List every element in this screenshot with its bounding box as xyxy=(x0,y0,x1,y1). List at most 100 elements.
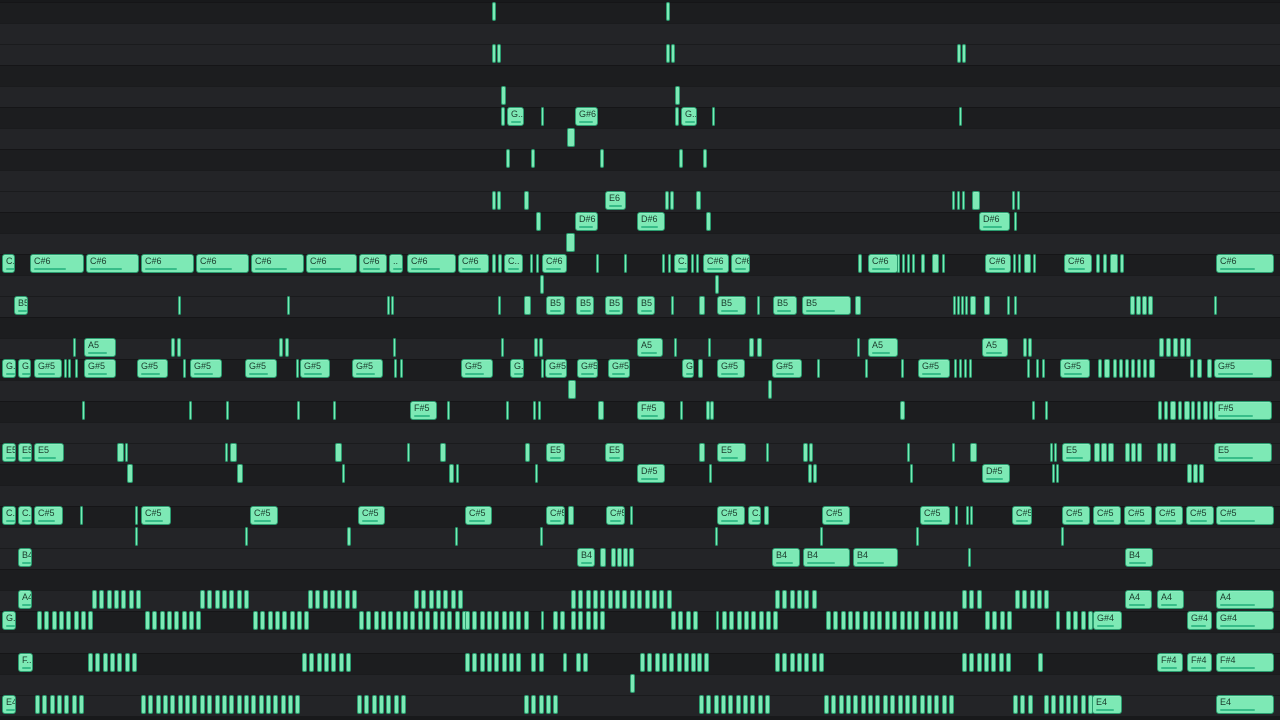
midi-note-G#5[interactable] xyxy=(698,359,703,378)
midi-note-G#4[interactable] xyxy=(586,611,591,630)
midi-note-F#4[interactable] xyxy=(804,653,809,672)
midi-note-G#5[interactable]: G.. xyxy=(2,359,16,378)
midi-note-A5[interactable]: A5 xyxy=(982,338,1008,357)
midi-note-C#5[interactable]: C#5 xyxy=(250,506,278,525)
midi-note-E5[interactable] xyxy=(1137,443,1142,462)
midi-note-F#4[interactable] xyxy=(583,653,588,672)
midi-note-C#6[interactable] xyxy=(902,254,905,273)
midi-note-A5[interactable] xyxy=(501,338,504,357)
midi-note-B5[interactable]: B5 xyxy=(773,296,797,315)
midi-note-E6[interactable] xyxy=(1017,191,1020,210)
midi-note-E5[interactable] xyxy=(1131,443,1136,462)
midi-note-E5[interactable] xyxy=(1108,443,1114,462)
midi-note-A5[interactable] xyxy=(1166,338,1171,357)
midi-note-C5[interactable] xyxy=(245,527,248,546)
midi-note-A4[interactable] xyxy=(443,590,448,609)
midi-note-E4[interactable] xyxy=(861,695,866,714)
midi-note-F#4[interactable] xyxy=(125,653,130,672)
midi-note-E4[interactable]: E4 xyxy=(1092,695,1122,714)
midi-note-A5[interactable] xyxy=(1159,338,1164,357)
midi-note-E4[interactable] xyxy=(524,695,529,714)
midi-note-F#5[interactable] xyxy=(333,401,336,420)
midi-note-G#5[interactable]: G#5 xyxy=(577,359,598,378)
midi-note-C#5[interactable] xyxy=(966,506,969,525)
midi-note-G#6[interactable]: G.. xyxy=(681,107,697,126)
midi-note-C#6[interactable]: C#6 xyxy=(1064,254,1092,273)
midi-note-E5[interactable] xyxy=(952,443,955,462)
midi-note-E4[interactable] xyxy=(1051,695,1056,714)
midi-note-B4[interactable]: B4 xyxy=(577,548,595,567)
midi-note-B4[interactable] xyxy=(600,548,606,567)
midi-note-A4[interactable] xyxy=(436,590,441,609)
midi-note-E4[interactable] xyxy=(273,695,278,714)
midi-note-E5[interactable] xyxy=(525,443,530,462)
midi-note-G#4[interactable] xyxy=(1066,611,1071,630)
midi-note-E6[interactable] xyxy=(497,191,501,210)
midi-note-G#4[interactable] xyxy=(892,611,897,630)
midi-note-F#4[interactable] xyxy=(984,653,989,672)
midi-note-A4[interactable] xyxy=(645,590,650,609)
midi-note-F#5[interactable] xyxy=(1203,401,1208,420)
midi-note-E4[interactable] xyxy=(714,695,719,714)
midi-note-G#5[interactable] xyxy=(75,359,78,378)
midi-note-E5[interactable]: E5 xyxy=(717,443,746,462)
midi-note-F#5[interactable] xyxy=(447,401,450,420)
midi-note-F#4[interactable] xyxy=(790,653,795,672)
midi-note-E4[interactable] xyxy=(1059,695,1064,714)
midi-note-G#4[interactable] xyxy=(553,611,558,630)
midi-note-E4[interactable] xyxy=(148,695,153,714)
midi-note-B4[interactable]: B4 xyxy=(18,548,32,567)
midi-note-D#5[interactable] xyxy=(910,464,913,483)
midi-note-F#5[interactable] xyxy=(710,401,714,420)
midi-note-F#4[interactable] xyxy=(346,653,351,672)
midi-note-C#5[interactable]: C#5 xyxy=(606,506,625,525)
midi-note-G#4[interactable] xyxy=(74,611,79,630)
midi-note-E5[interactable]: E5 xyxy=(2,443,16,462)
midi-note-A4[interactable] xyxy=(797,590,802,609)
midi-note-G#5[interactable]: G.. xyxy=(682,359,694,378)
midi-note-C#6[interactable]: .. xyxy=(389,254,403,273)
midi-note-F#4[interactable]: F#4 xyxy=(1187,653,1212,672)
midi-note-G#5[interactable]: G#5 xyxy=(190,359,222,378)
midi-note-F#5[interactable] xyxy=(1197,401,1201,420)
midi-note-C#6[interactable] xyxy=(1013,254,1016,273)
midi-note-D#6[interactable] xyxy=(1014,212,1017,231)
midi-note-C#6[interactable]: C#6 xyxy=(868,254,898,273)
midi-note-G#4[interactable] xyxy=(571,611,576,630)
midi-note-B5[interactable] xyxy=(498,296,501,315)
midi-note-C#6[interactable]: C#6 xyxy=(196,254,249,273)
midi-note-B5[interactable]: B5 xyxy=(802,296,851,315)
midi-note-B5[interactable] xyxy=(984,296,990,315)
midi-note-C#5[interactable]: C#5 xyxy=(465,506,492,525)
midi-note-A4[interactable] xyxy=(578,590,583,609)
midi-note-G#4[interactable] xyxy=(290,611,295,630)
midi-note-C#5[interactable]: C#5 xyxy=(34,506,63,525)
midi-note-G#4[interactable] xyxy=(593,611,598,630)
midi-note-F#4[interactable] xyxy=(110,653,115,672)
midi-note-F#4[interactable] xyxy=(324,653,329,672)
midi-note-B6[interactable] xyxy=(962,44,966,63)
midi-note-B5[interactable] xyxy=(757,296,760,315)
midi-note-E5[interactable] xyxy=(407,443,410,462)
midi-note-E4[interactable] xyxy=(846,695,851,714)
midi-note-E5[interactable] xyxy=(699,443,705,462)
midi-note-B5[interactable] xyxy=(387,296,390,315)
midi-note-F#4[interactable]: F#4 xyxy=(1157,653,1183,672)
midi-note-E4[interactable] xyxy=(728,695,733,714)
midi-note-G#5[interactable]: G#5 xyxy=(300,359,330,378)
midi-note-B4[interactable] xyxy=(623,548,628,567)
midi-note-G#4[interactable] xyxy=(81,611,86,630)
midi-note-C#6[interactable] xyxy=(912,254,915,273)
midi-note-G#5[interactable]: G#5 xyxy=(34,359,62,378)
midi-note-A4[interactable] xyxy=(114,590,119,609)
midi-note-G#6[interactable] xyxy=(959,107,962,126)
midi-note-F#4[interactable] xyxy=(819,653,824,672)
midi-note-G#4[interactable] xyxy=(268,611,273,630)
midi-note-G#4[interactable] xyxy=(678,611,683,630)
midi-note-E4[interactable] xyxy=(79,695,84,714)
midi-note-B5[interactable] xyxy=(1214,296,1217,315)
midi-note-E5[interactable] xyxy=(1157,443,1162,462)
midi-note-G#5[interactable] xyxy=(1137,359,1141,378)
midi-note-F#5[interactable] xyxy=(706,401,710,420)
midi-note-B5[interactable] xyxy=(953,296,956,315)
